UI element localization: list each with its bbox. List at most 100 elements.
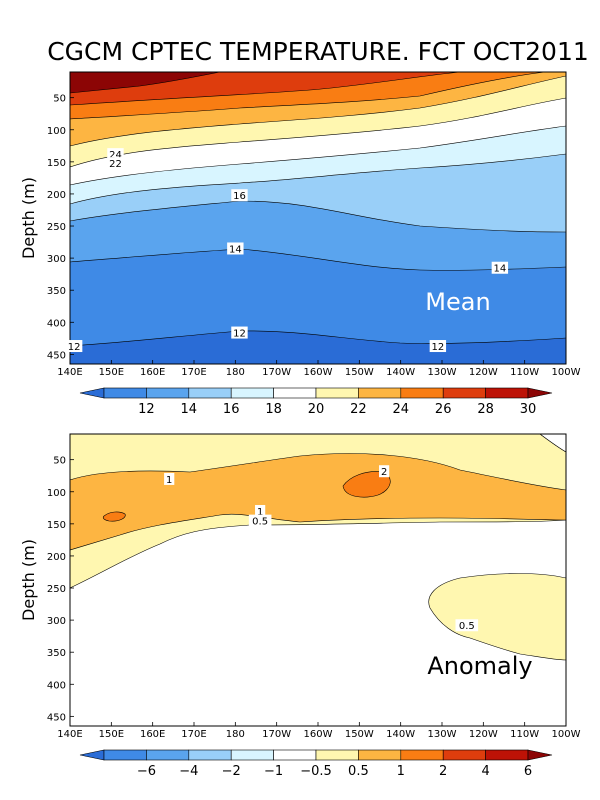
mean-colorbar-swatch <box>358 387 402 399</box>
anomaly-x-axis: 140E 150E 160E 170E 180 170W 160W 150W 140W 130W 1… <box>57 722 581 740</box>
anomaly-contour-label: 1 <box>257 507 263 518</box>
anomaly-colorbar-swatch <box>273 749 317 761</box>
mean-colorbar-label: 30 <box>520 402 537 417</box>
mean-colorbar: 12 14 16 18 20 22 24 26 28 30 <box>79 387 553 417</box>
mean-contour-label-bg <box>491 261 509 274</box>
anomaly-y-tick-label: 150 <box>47 520 66 531</box>
mean-colorbar-swatch <box>273 387 317 399</box>
anomaly-colorbar-swatch <box>103 749 147 761</box>
anomaly-y-tick-label: 350 <box>47 648 66 659</box>
anomaly-fill-1-2 <box>70 453 566 551</box>
mean-colorbar-swatch <box>103 387 147 399</box>
mean-contour-label: 12 <box>431 342 444 353</box>
anomaly-x-tick-label: 180 <box>226 729 245 740</box>
anomaly-colorbar-swatch <box>400 749 444 761</box>
mean-contour-label-bg <box>107 157 124 170</box>
anomaly-colorbar-label: 1 <box>397 764 405 779</box>
mean-colorbar-swatch <box>315 387 359 399</box>
mean-y-tick-label: 150 <box>47 158 66 169</box>
anomaly-colorbar-high-arrow <box>527 749 553 761</box>
mean-x-tick-label: 120W <box>469 367 498 378</box>
mean-x-tick-label: 160W <box>304 367 333 378</box>
anomaly-contour-label-bg <box>255 505 266 518</box>
mean-y-axis-label: Depth (m) <box>19 177 38 259</box>
mean-panel-tag: Mean <box>425 288 490 316</box>
mean-x-tick-label: 110W <box>510 367 539 378</box>
anomaly-contour-label-bg <box>379 465 390 478</box>
mean-contour-label-bg <box>429 340 447 353</box>
mean-contour-label: 14 <box>229 244 242 255</box>
anomaly-colorbar-label: 6 <box>524 764 532 779</box>
mean-contour-label: 24 <box>109 150 122 161</box>
anomaly-contour-label-bg <box>455 619 479 632</box>
mean-x-tick-label: 150W <box>345 367 374 378</box>
mean-x-tick-label: 140W <box>386 367 415 378</box>
anomaly-colorbar-label: 0.5 <box>348 764 369 779</box>
anomaly-y-axis: 50 100 150 200 250 300 350 400 450 <box>47 456 74 723</box>
anomaly-colorbar-label: −4 <box>179 764 198 779</box>
mean-x-tick-label: 150E <box>99 367 124 378</box>
mean-colorbar-label: 24 <box>393 402 410 417</box>
mean-colorbar-swatch <box>485 387 529 399</box>
mean-colorbar-swatch <box>442 387 486 399</box>
mean-colorbar-low-arrow <box>79 387 105 399</box>
anomaly-x-tick-label: 140E <box>57 729 82 740</box>
anomaly-fill-above-2-west <box>102 511 126 522</box>
anomaly-y-tick-label: 400 <box>47 680 66 691</box>
mean-colorbar-swatch <box>188 387 232 399</box>
anomaly-colorbar-swatch <box>358 749 402 761</box>
anomaly-contour-label-bg <box>164 472 175 485</box>
mean-contour-fills <box>70 72 566 347</box>
mean-colorbar-swatch <box>146 387 190 399</box>
mean-x-tick-label: 130W <box>428 367 457 378</box>
anomaly-x-tick-label: 150E <box>99 729 124 740</box>
anomaly-fill-0.5-deep <box>428 573 566 661</box>
anomaly-x-tick-label: 160W <box>304 729 333 740</box>
mean-x-tick-label: 140E <box>57 367 82 378</box>
anomaly-x-tick-label: 160E <box>140 729 165 740</box>
mean-colorbar-label: 26 <box>435 402 452 417</box>
anomaly-panel-tag: Anomaly <box>427 652 532 680</box>
anomaly-contour-label: 2 <box>381 467 387 478</box>
mean-colorbar-high-arrow <box>527 387 553 399</box>
anomaly-x-tick-label: 100W <box>552 729 581 740</box>
mean-contour-lines <box>70 72 566 347</box>
mean-contour-label-bg <box>65 340 83 353</box>
anomaly-contour-label: 0.5 <box>459 621 475 632</box>
anomaly-colorbar: −6 −4 −2 −1 −0.5 0.5 1 2 4 6 <box>79 749 553 779</box>
mean-y-tick-label: 400 <box>47 318 66 329</box>
mean-x-tick-label: 100W <box>552 367 581 378</box>
mean-contour-label: 22 <box>109 159 122 170</box>
mean-colorbar-label: 28 <box>477 402 494 417</box>
anomaly-y-tick-label: 200 <box>47 552 66 563</box>
mean-colorbar-swatch <box>230 387 274 399</box>
mean-x-tick-label: 160E <box>140 367 165 378</box>
mean-y-tick-label: 300 <box>47 254 66 265</box>
mean-x-axis: 140E 150E 160E 170E 180 170W 160W 150W 140W 130W 1… <box>57 360 581 378</box>
anomaly-colorbar-label: −0.5 <box>300 764 332 779</box>
mean-y-axis: 50 100 150 200 250 300 350 400 450 <box>47 94 74 361</box>
anomaly-colorbar-label: −1 <box>264 764 283 779</box>
mean-colorbar-label: 16 <box>223 402 240 417</box>
anomaly-fill-above-2-east <box>342 471 391 498</box>
mean-contour-label: 16 <box>233 191 246 202</box>
anomaly-colorbar-swatch <box>485 749 529 761</box>
mean-colorbar-swatch <box>400 387 444 399</box>
anomaly-colorbar-label: 4 <box>481 764 489 779</box>
anomaly-x-tick-label: 140W <box>386 729 415 740</box>
mean-y-tick-label: 450 <box>47 350 66 361</box>
anomaly-colorbar-label: −2 <box>222 764 241 779</box>
anomaly-y-tick-label: 50 <box>53 456 66 467</box>
anomaly-y-axis-label: Depth (m) <box>19 539 38 621</box>
mean-contour-label: 14 <box>493 264 506 275</box>
mean-y-tick-label: 100 <box>47 126 66 137</box>
mean-y-tick-label: 350 <box>47 286 66 297</box>
mean-y-tick-label: 250 <box>47 222 66 233</box>
anomaly-x-tick-label: 170E <box>181 729 206 740</box>
mean-colorbar-label: 14 <box>181 402 198 417</box>
